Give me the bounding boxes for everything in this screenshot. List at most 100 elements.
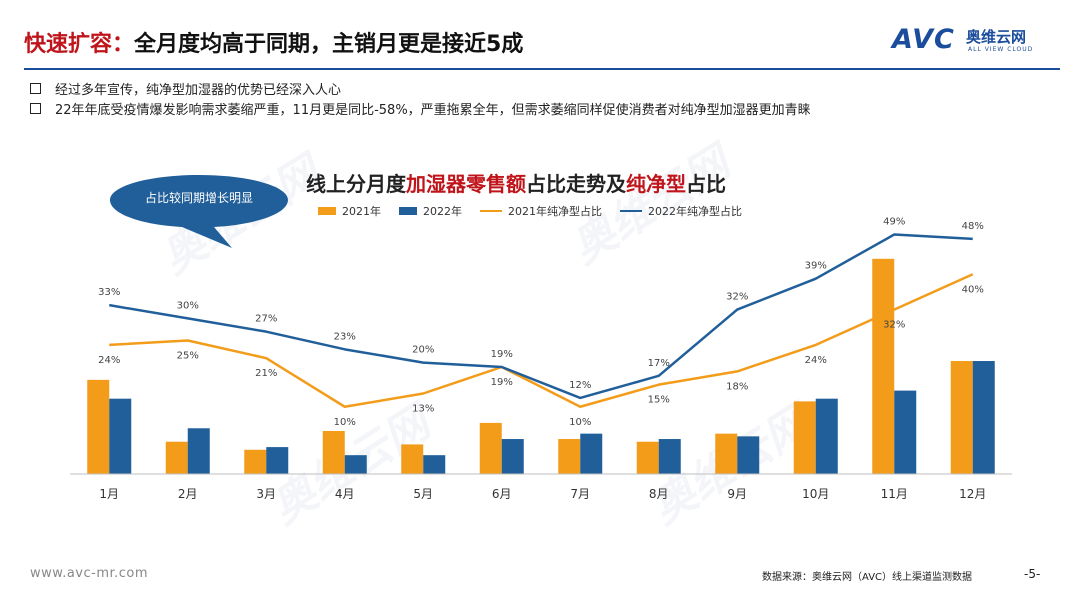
logo-en: ALL VIEW CLOUD xyxy=(968,46,1034,53)
legend-swatch xyxy=(620,210,642,212)
data-label-2022: 23% xyxy=(334,331,356,342)
bullet-text: 经过多年宣传，纯净型加湿器的优势已经深入人心 xyxy=(55,82,342,98)
header-divider xyxy=(24,68,1060,70)
chart-title-part: 纯净型 xyxy=(626,172,686,196)
data-label-2022: 49% xyxy=(883,217,905,228)
bullet-list: 经过多年宣传，纯净型加湿器的优势已经深入人心 22年年底受疫情爆发影响需求萎缩严… xyxy=(30,78,811,118)
legend-label: 2021年纯净型占比 xyxy=(508,205,602,218)
legend-item: 2022年 xyxy=(399,203,462,219)
data-label-2021: 24% xyxy=(805,355,827,366)
data-label-2021: 10% xyxy=(569,417,591,428)
checkbox-bullet-icon xyxy=(30,82,41,94)
data-label-2022: 39% xyxy=(805,261,827,272)
avc-logo: AVC 奥维云网 ALL VIEW CLOUD xyxy=(892,24,1062,60)
x-tick-label: 6月 xyxy=(492,487,512,501)
data-label-2022: 12% xyxy=(569,380,591,391)
callout-shape xyxy=(110,175,288,248)
chart-legend: 2021年 2022年 2021年纯净型占比 2022年纯净型占比 xyxy=(318,203,760,219)
bar-2022 xyxy=(894,390,917,474)
bullet-item: 经过多年宣传，纯净型加湿器的优势已经深入人心 xyxy=(30,78,811,98)
data-label-2021: 32% xyxy=(883,320,905,331)
data-source: 数据来源：奥维云网（AVC）线上渠道监测数据 xyxy=(762,572,973,583)
bar-2021 xyxy=(479,422,502,474)
bar-2021 xyxy=(87,379,110,474)
legend-item: 2021年纯净型占比 xyxy=(480,203,602,219)
footer-url: www.avc-mr.com xyxy=(30,566,149,581)
bar-2022 xyxy=(815,398,838,474)
bar-2021 xyxy=(715,433,738,474)
callout-bubble: 占比较同期增长明显 xyxy=(104,172,294,256)
bar-2022 xyxy=(109,398,132,474)
bar-2022 xyxy=(972,361,995,474)
legend-swatch xyxy=(399,207,417,215)
bar-2022 xyxy=(658,439,681,474)
data-label-2021: 13% xyxy=(412,404,434,415)
data-label-2022: 48% xyxy=(962,221,984,232)
chart-title-part: 加湿器零售额 xyxy=(406,172,526,196)
x-tick-label: 1月 xyxy=(99,487,119,501)
bar-2022 xyxy=(344,455,367,474)
x-tick-label: 12月 xyxy=(959,487,986,501)
bar-2021 xyxy=(950,361,973,474)
legend-label: 2022年 xyxy=(423,205,462,218)
data-label-2021: 40% xyxy=(962,284,984,295)
bar-2021 xyxy=(322,430,345,474)
bar-2021 xyxy=(793,401,816,474)
data-label-2021: 18% xyxy=(726,381,748,392)
x-tick-label: 10月 xyxy=(802,487,829,501)
bar-2022 xyxy=(423,455,446,474)
bar-2021 xyxy=(244,449,267,474)
bar-2022 xyxy=(266,447,289,474)
bullet-text: 22年年底受疫情爆发影响需求萎缩严重，11月更是同比-58%，严重拖累全年，但需… xyxy=(55,102,811,118)
x-tick-label: 5月 xyxy=(413,487,433,501)
logo-cn: 奥维云网 xyxy=(966,28,1027,46)
legend-item: 2022年纯净型占比 xyxy=(620,203,742,219)
chart-title-part: 占比 xyxy=(686,172,726,196)
data-label-2021: 25% xyxy=(177,351,199,362)
legend-label: 2022年纯净型占比 xyxy=(648,205,742,218)
x-tick-label: 11月 xyxy=(881,487,908,501)
legend-item: 2021年 xyxy=(318,203,381,219)
data-label-2022: 20% xyxy=(412,345,434,356)
bar-2021 xyxy=(165,441,188,474)
data-label-2022: 32% xyxy=(726,292,748,303)
x-tick-label: 9月 xyxy=(727,487,747,501)
data-label-2022: 30% xyxy=(177,300,199,311)
checkbox-bullet-icon xyxy=(30,102,41,114)
bar-2021 xyxy=(558,439,581,474)
x-tick-label: 8月 xyxy=(649,487,669,501)
title-text: 全月度均高于同期，主销月更是接近5成 xyxy=(134,32,524,57)
page-number: -5- xyxy=(1024,567,1041,581)
bullet-item: 22年年底受疫情爆发影响需求萎缩严重，11月更是同比-58%，严重拖累全年，但需… xyxy=(30,98,811,118)
line-2021 xyxy=(109,273,974,408)
bar-2021 xyxy=(401,444,424,474)
x-tick-label: 3月 xyxy=(256,487,276,501)
bar-2022 xyxy=(737,436,760,474)
data-label-2021: 24% xyxy=(98,355,120,366)
data-label-2021: 15% xyxy=(648,395,670,406)
slide-header: 快速扩容：全月度均高于同期，主销月更是接近5成 AVC 奥维云网 ALL VIE… xyxy=(0,0,1080,68)
bar-2021 xyxy=(636,441,659,474)
bar-2022 xyxy=(501,439,524,474)
data-label-2021: 19% xyxy=(491,377,513,388)
chart-title: 线上分月度加湿器零售额占比走势及纯净型占比 xyxy=(306,168,726,197)
line-2022 xyxy=(109,233,973,400)
data-label-2021: 21% xyxy=(255,368,277,379)
title-accent: 快速扩容： xyxy=(24,32,135,57)
data-label-2022: 27% xyxy=(255,314,277,325)
data-label-2021: 10% xyxy=(334,417,356,428)
x-tick-label: 7月 xyxy=(570,487,590,501)
legend-swatch xyxy=(480,210,502,212)
callout-text: 占比较同期增长明显 xyxy=(145,190,253,205)
data-label-2022: 33% xyxy=(98,287,120,298)
bar-2021 xyxy=(872,258,895,474)
bar-2022 xyxy=(187,428,210,474)
page-title: 快速扩容：全月度均高于同期，主销月更是接近5成 xyxy=(24,26,523,58)
x-tick-label: 4月 xyxy=(335,487,355,501)
legend-swatch xyxy=(318,207,336,215)
bar-2022 xyxy=(580,433,603,474)
logo-mark: AVC xyxy=(892,24,955,55)
x-tick-label: 2月 xyxy=(178,487,198,501)
data-label-2022: 17% xyxy=(648,358,670,369)
chart-title-part: 线上分月度 xyxy=(306,172,406,196)
